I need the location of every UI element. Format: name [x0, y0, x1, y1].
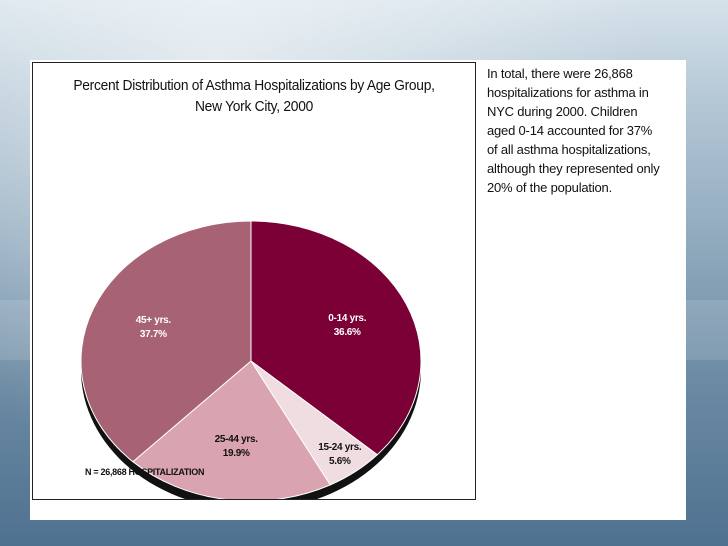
pie-slice-label-1: 15-24 yrs. 5.6%	[318, 441, 361, 469]
pie-chart	[80, 220, 422, 499]
slice-name: 15-24 yrs.	[318, 441, 362, 453]
chart-title-line-1: Percent Distribution of Asthma Hospitali…	[73, 77, 435, 94]
slice-value: 5.6%	[328, 455, 351, 467]
slice-name: 0-14 yrs.	[328, 312, 367, 324]
pie-slice-label-0: 0-14 yrs. 36.6%	[328, 312, 366, 340]
summary-line: In total, there were 26,868	[487, 66, 633, 81]
chart-title: Percent Distribution of Asthma Hospitali…	[51, 75, 458, 117]
summary-line: 20% of the population.	[487, 180, 612, 195]
chart-title-line-2: New York City, 2000	[194, 98, 313, 115]
slice-name: 45+ yrs.	[135, 315, 171, 327]
slice-value: 37.7%	[139, 329, 167, 341]
summary-line: hospitalizations for asthma in	[487, 85, 649, 100]
pie-slice-label-3: 45+ yrs. 37.7%	[136, 314, 171, 342]
summary-line: aged 0-14 accounted for 37%	[487, 123, 653, 138]
chart-figure: Percent Distribution of Asthma Hospitali…	[32, 62, 476, 500]
summary-line: NYC during 2000. Children	[487, 104, 638, 119]
summary-line: of all asthma hospitalizations,	[487, 142, 651, 157]
slice-value: 36.6%	[333, 326, 361, 338]
slide: Percent Distribution of Asthma Hospitali…	[30, 60, 686, 520]
summary-text: In total, there were 26,868 hospitalizat…	[487, 64, 685, 197]
pie-slice-label-2: 25-44 yrs. 19.9%	[215, 433, 258, 461]
slice-value: 19.9%	[222, 447, 250, 459]
sample-size-note: N = 26,868 HOSPITALIZATION	[85, 467, 205, 477]
pie-slice-2	[132, 360, 331, 499]
pie-slice-0	[250, 220, 422, 456]
slice-name: 25-44 yrs.	[214, 433, 258, 445]
pie-slice-3	[80, 220, 252, 463]
summary-line: although they represented only	[487, 161, 660, 176]
